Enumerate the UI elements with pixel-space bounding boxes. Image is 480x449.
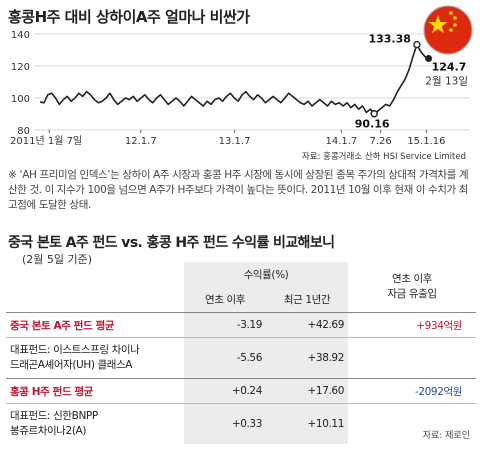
since-value: -5.56 <box>184 337 266 379</box>
last-value-label: 124.7 <box>432 60 467 73</box>
year-value: +42.69 <box>266 312 348 338</box>
fund-name-line1: 대표펀드: 이스트스프링 차이나 <box>10 344 140 356</box>
x-tick-label: 13.1.7 <box>219 136 251 147</box>
since-value: -3.19 <box>184 312 266 338</box>
x-tick-label: 12.1.7 <box>125 136 157 147</box>
col-one-year: 최근 1년간 <box>266 286 348 313</box>
flow-value: +934억원 <box>348 312 476 338</box>
return-unit-header: 수익률(%) <box>184 262 348 286</box>
year-value: +38.92 <box>266 337 348 379</box>
since-value: +0.33 <box>184 403 266 444</box>
flow-header-line2: 자금 유출입 <box>387 288 437 300</box>
line-chart: 80 100 120 140 2011년 1월 7일 12.1.7 13.1.7 14.1.7… <box>10 30 470 147</box>
table-row: 중국 본토 A주 펀드 평균 -3.19 +42.69 +934억원 <box>6 312 476 338</box>
header-blank <box>6 262 184 286</box>
x-tick-label: 15.1.16 <box>407 136 445 147</box>
fund-name-line2: 봉쥬르차이나2(A) <box>10 425 87 437</box>
table-source: 자료: 제로인 <box>422 431 470 441</box>
table-row: 홍콩 H주 펀드 평균 +0.24 +17.60 -2092억원 <box>6 378 476 404</box>
index-footnote: ※ ‘AH 프리미엄 인덱스’는 상하이 A주 시장과 홍콩 H주 시장에 동시… <box>8 169 469 211</box>
y-tick-label: 100 <box>11 94 30 105</box>
fund-name-line1: 대표펀드: 신한BNPP <box>10 410 98 422</box>
flow-header-line1: 연초 이후 <box>392 273 432 285</box>
year-value: +10.11 <box>266 403 348 444</box>
year-value: +17.60 <box>266 378 348 404</box>
header-blank2 <box>6 286 184 313</box>
x-tick-label: 2011년 1월 7일 <box>10 135 82 147</box>
table-title: 중국 본토 A주 펀드 vs. 홍콩 H주 펀드 수익률 비교해보니 <box>8 235 335 251</box>
fund-return-table: 수익률(%) 연초 이후 연초 이후 최근 1년간 자금 유출입 중국 본토 A… <box>6 262 476 444</box>
since-value: +0.24 <box>184 378 266 404</box>
table-subtitle: (2월 5일 기준) <box>22 253 93 266</box>
low-label: 90.16 <box>355 118 390 131</box>
peak-marker <box>413 40 421 49</box>
x-tick-label: 14.1.7 <box>325 136 357 147</box>
chart-source: 자료: 홍콩거래소 산하 HSI Service Limited <box>301 152 466 162</box>
series-line <box>39 43 429 115</box>
x-tick-label: 7.26 <box>369 136 391 147</box>
low-marker <box>370 110 378 118</box>
fund-name-line2: 드래곤A셰어자(UH) 클래스A <box>10 359 133 371</box>
y-tick-label: 120 <box>11 62 30 73</box>
category-name: 중국 본토 A주 펀드 평균 <box>6 312 184 338</box>
chart-title: 홍콩H주 대비 상하이A주 얼마나 비싼가 <box>8 8 250 26</box>
flow-value <box>348 337 476 379</box>
peak-label: 133.38 <box>368 33 410 46</box>
table-row: 대표펀드: 신한BNPP 봉쥬르차이나2(A) +0.33 +10.11 <box>6 403 476 444</box>
flow-value <box>348 403 476 444</box>
fund-name: 대표펀드: 신한BNPP 봉쥬르차이나2(A) <box>6 403 184 444</box>
last-marker <box>425 54 433 62</box>
date-label: 2월 13일 <box>425 74 468 87</box>
y-tick-label: 140 <box>11 30 30 41</box>
category-name: 홍콩 H주 펀드 평균 <box>6 378 184 404</box>
flow-value: -2092억원 <box>348 378 476 404</box>
col-since-jan: 연초 이후 <box>184 286 266 313</box>
china-flag-icon <box>423 5 473 55</box>
y-tick-label: 80 <box>17 126 30 137</box>
